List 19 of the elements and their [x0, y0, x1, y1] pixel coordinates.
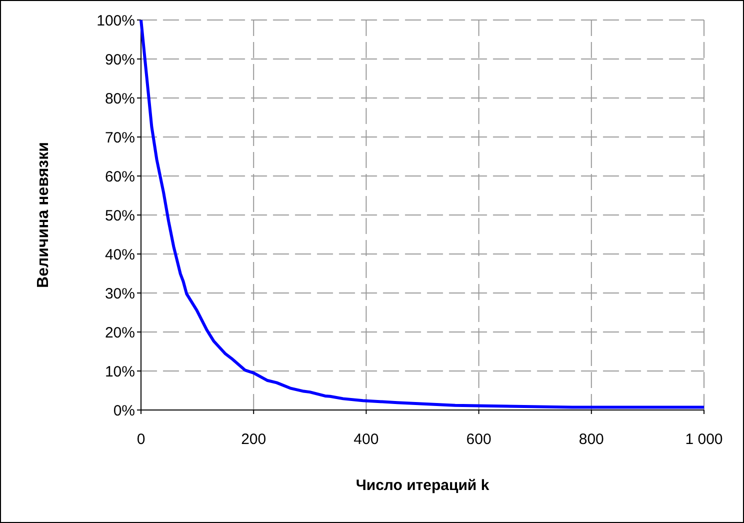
y-tick-label: 100% — [96, 12, 135, 30]
x-tick-label: 400 — [354, 431, 379, 448]
y-tick-label: 0% — [113, 402, 135, 420]
y-tick-label: 40% — [104, 246, 135, 264]
x-axis-title: Число итераций k — [356, 477, 490, 494]
y-tick-label: 70% — [104, 129, 135, 146]
x-tick-label: 0 — [136, 431, 146, 448]
y-tick-label: 10% — [104, 363, 135, 380]
x-tick-label: 600 — [466, 431, 492, 448]
y-tick-label: 50% — [104, 207, 135, 224]
y-tick-label: 60% — [104, 168, 135, 186]
y-tick-label: 90% — [104, 51, 135, 68]
y-tick-label: 30% — [104, 285, 135, 302]
x-tick-label: 800 — [578, 431, 604, 448]
x-tick-label: 1 000 — [685, 431, 723, 448]
y-axis-title: Величина невязки — [35, 142, 52, 288]
x-tick-label: 200 — [241, 431, 266, 448]
y-tick-label: 20% — [104, 324, 135, 342]
y-tick-label: 80% — [104, 90, 135, 108]
